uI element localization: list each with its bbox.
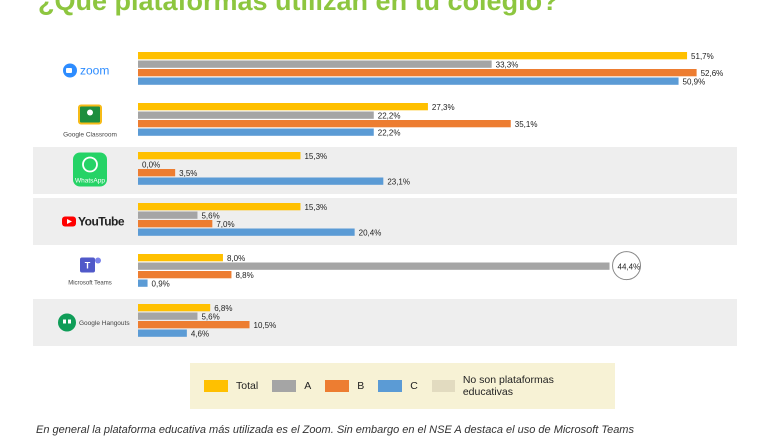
youtube-icon-play [67, 219, 72, 224]
legend-swatch-b [325, 380, 350, 392]
chart-title: ¿Qué plataformas utilizan en tu colegio? [38, 0, 559, 16]
category-group-microsoft-teams: T Microsoft Teams 8,0% 44,4% 8,8% 0,9% [68, 251, 642, 288]
data-label-google-classroom-a: 22,2% [378, 111, 401, 120]
legend-swatch-c [378, 380, 403, 392]
bar-microsoft-teams-b [138, 271, 232, 279]
data-label-microsoft-teams-a: 44,4% [618, 262, 641, 271]
bar-google-hangouts-b [138, 321, 250, 329]
google-classroom-icon-person [87, 109, 93, 116]
data-label-microsoft-teams-total: 8,0% [227, 254, 245, 263]
legend-label-b: B [357, 380, 365, 392]
data-label-google-hangouts-total: 6,8% [214, 304, 232, 313]
data-label-microsoft-teams-c: 0,9% [152, 279, 170, 288]
bar-microsoft-teams-total [138, 254, 223, 262]
data-label-google-classroom-c: 22,2% [378, 128, 401, 137]
bar-google-classroom-b [138, 120, 511, 128]
data-label-zoom-c: 50,9% [683, 77, 706, 86]
data-label-google-hangouts-b: 10,5% [254, 321, 277, 330]
bar-google-hangouts-total [138, 304, 211, 312]
legend-item-a: A [272, 380, 311, 392]
bar-zoom-a [138, 60, 492, 68]
legend-label-no-educativas: No son plataformas educativas [462, 374, 554, 398]
data-label-google-hangouts-c: 4,6% [191, 329, 209, 338]
zoom-icon-camera [66, 68, 72, 73]
bar-youtube-c [138, 228, 355, 236]
bar-whatsapp-c [138, 177, 384, 185]
bar-microsoft-teams-c [138, 279, 148, 287]
google-hangouts-icon-quote-left [63, 319, 66, 324]
whatsapp-icon-bubble [82, 156, 98, 173]
legend-item-total: Total [204, 380, 258, 392]
bar-youtube-a [138, 211, 198, 219]
bar-zoom-total [138, 52, 688, 60]
bar-zoom-b [138, 69, 697, 77]
data-label-zoom-b: 52,6% [701, 69, 724, 78]
category-label-google-hangouts: Google Hangouts [79, 320, 130, 327]
data-label-zoom-a: 33,3% [496, 60, 519, 69]
whatsapp-icon [73, 152, 107, 187]
legend-item-b: B [325, 380, 364, 392]
category-label-whatsapp: WhatsApp [75, 178, 105, 185]
legend-label-a: A [304, 380, 312, 392]
data-label-google-classroom-total: 27,3% [432, 103, 455, 112]
microsoft-teams-icon [80, 257, 95, 273]
bar-microsoft-teams-a [138, 262, 610, 270]
bar-google-classroom-a [138, 111, 374, 119]
bar-google-classroom-total [138, 103, 428, 111]
category-label-zoom: zoom [80, 64, 109, 78]
bar-zoom-c [138, 77, 679, 85]
google-hangouts-icon-quote-right [68, 319, 71, 324]
data-label-youtube-c: 20,4% [359, 228, 382, 237]
legend-label-c: C [410, 380, 418, 392]
data-label-whatsapp-b: 3,5% [179, 169, 197, 178]
category-label-youtube: YouTube [78, 215, 125, 229]
legend-swatch-total [204, 380, 228, 392]
highlight-circle [612, 251, 642, 281]
category-label-google-classroom: Google Classroom [63, 132, 117, 139]
caption: En general la plataforma educativa más u… [36, 424, 634, 436]
data-label-youtube-total: 15,3% [304, 203, 327, 212]
bar-google-hangouts-a [138, 312, 198, 320]
data-label-whatsapp-c: 23,1% [387, 177, 410, 186]
category-group-google-hangouts: Google Hangouts 6,8%5,6% 10,5% 4,6% [33, 299, 737, 346]
legend-item-c: C [378, 380, 418, 392]
category-group-whatsapp: WhatsApp 15,3% 0,0% 3,5% 23,1% [33, 147, 737, 194]
data-label-youtube-a: 5,6% [201, 211, 219, 220]
bar-whatsapp-b [138, 169, 176, 177]
category-label-microsoft-teams: Microsoft Teams [68, 281, 112, 287]
category-group-zoom: zoom 51,7% 33,3% 52,6%50,9% [63, 52, 724, 86]
legend-swatch-no-educativas [431, 380, 455, 392]
bar-youtube-b [138, 220, 213, 228]
bar-google-classroom-c [138, 128, 374, 136]
data-label-google-hangouts-a: 5,6% [201, 312, 219, 321]
google-hangouts-icon [58, 313, 76, 332]
data-label-whatsapp-a: 0,0% [142, 160, 160, 169]
data-label-youtube-b: 7,0% [216, 220, 234, 229]
bar-google-hangouts-c [138, 329, 187, 337]
legend: Total A B C No son plataformas educativa… [190, 363, 615, 409]
bar-youtube-total [138, 203, 301, 211]
microsoft-teams-icon-person [95, 257, 101, 264]
category-group-google-classroom: Google Classroom 27,3% 22,2% 35,1% 22,2% [63, 103, 537, 139]
legend-label-total: Total [236, 380, 259, 392]
legend-item-no-educativas: No son plataformas educativas [431, 374, 601, 398]
microsoft-teams-icon-letter: T [85, 261, 91, 271]
category-group-youtube: YouTube 15,3% 5,6%7,0% 20,4% [33, 198, 737, 245]
data-label-google-classroom-b: 35,1% [515, 120, 538, 129]
bar-whatsapp-total [138, 152, 301, 160]
data-label-whatsapp-total: 15,3% [304, 152, 327, 161]
legend-swatch-a [272, 380, 297, 392]
data-label-microsoft-teams-b: 8,8% [235, 271, 253, 280]
data-label-zoom-total: 51,7% [691, 52, 714, 61]
